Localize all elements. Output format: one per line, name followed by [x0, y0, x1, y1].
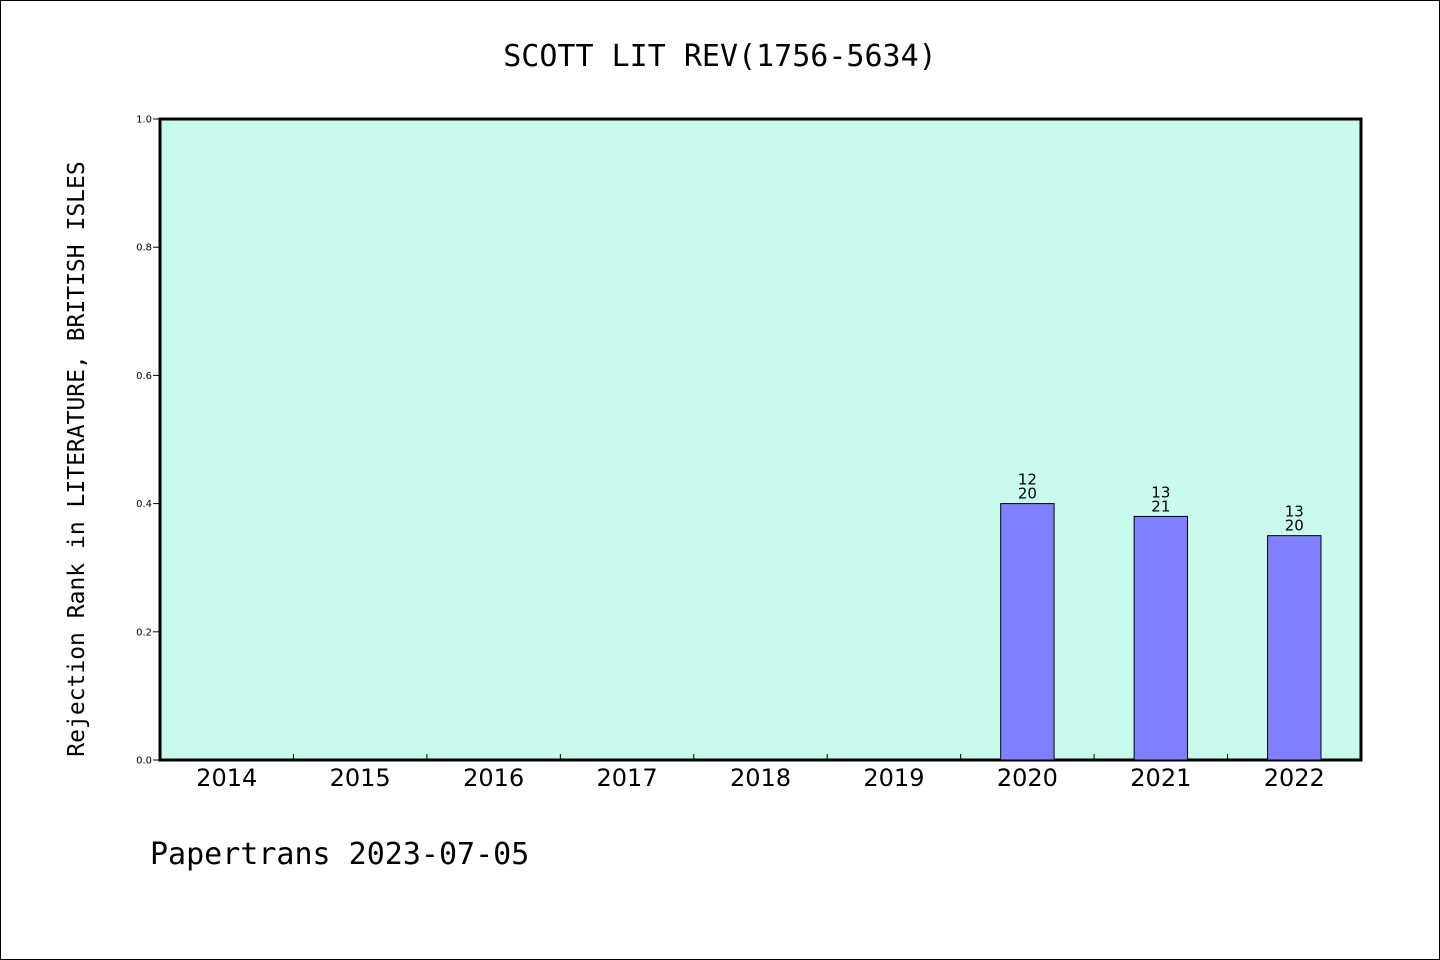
x-tick-label: 2018 [730, 764, 791, 792]
y-axis-label: Rejection Rank in LITERATURE, BRITISH IS… [64, 161, 90, 756]
bars [1000, 503, 1322, 761]
bar-label-bottom: 20 [1285, 517, 1304, 535]
bar [1267, 535, 1322, 761]
bar-label-bottom: 21 [1151, 497, 1170, 515]
x-tick-label: 2021 [1130, 764, 1191, 792]
x-tick-label: 2015 [330, 764, 391, 792]
y-tick-label: 1.0 [136, 115, 152, 126]
y-tick-label: 0.2 [136, 627, 152, 638]
y-tick-label: 0.4 [136, 499, 152, 510]
x-tick-label: 2014 [196, 764, 257, 792]
bar-label-top: 12 [1018, 471, 1037, 489]
bar [1000, 503, 1055, 761]
x-tick-label: 2016 [463, 764, 524, 792]
bar [1133, 515, 1189, 761]
bar-label-top: 13 [1285, 503, 1304, 521]
footer-text: Papertrans 2023-07-05 [150, 837, 529, 872]
y-tick-label: 0.0 [136, 756, 152, 767]
x-tick-label: 2017 [597, 764, 658, 792]
bar-label-top: 13 [1151, 483, 1170, 501]
y-tick-label: 0.6 [136, 371, 152, 382]
x-axis: 2014 2015 2016 2017 2018 2019 2020 2021 2022 [196, 754, 1325, 792]
x-tick-label: 2022 [1264, 764, 1325, 792]
x-tick-label: 2020 [997, 764, 1058, 792]
x-tick-label: 2019 [863, 764, 924, 792]
bar-label-bottom: 20 [1018, 485, 1037, 503]
y-axis: 0.0 0.2 0.4 0.6 0.8 1.0 [136, 115, 160, 767]
chart-title: SCOTT LIT REV(1756-5634) [503, 39, 936, 74]
y-tick-label: 0.8 [136, 243, 152, 254]
